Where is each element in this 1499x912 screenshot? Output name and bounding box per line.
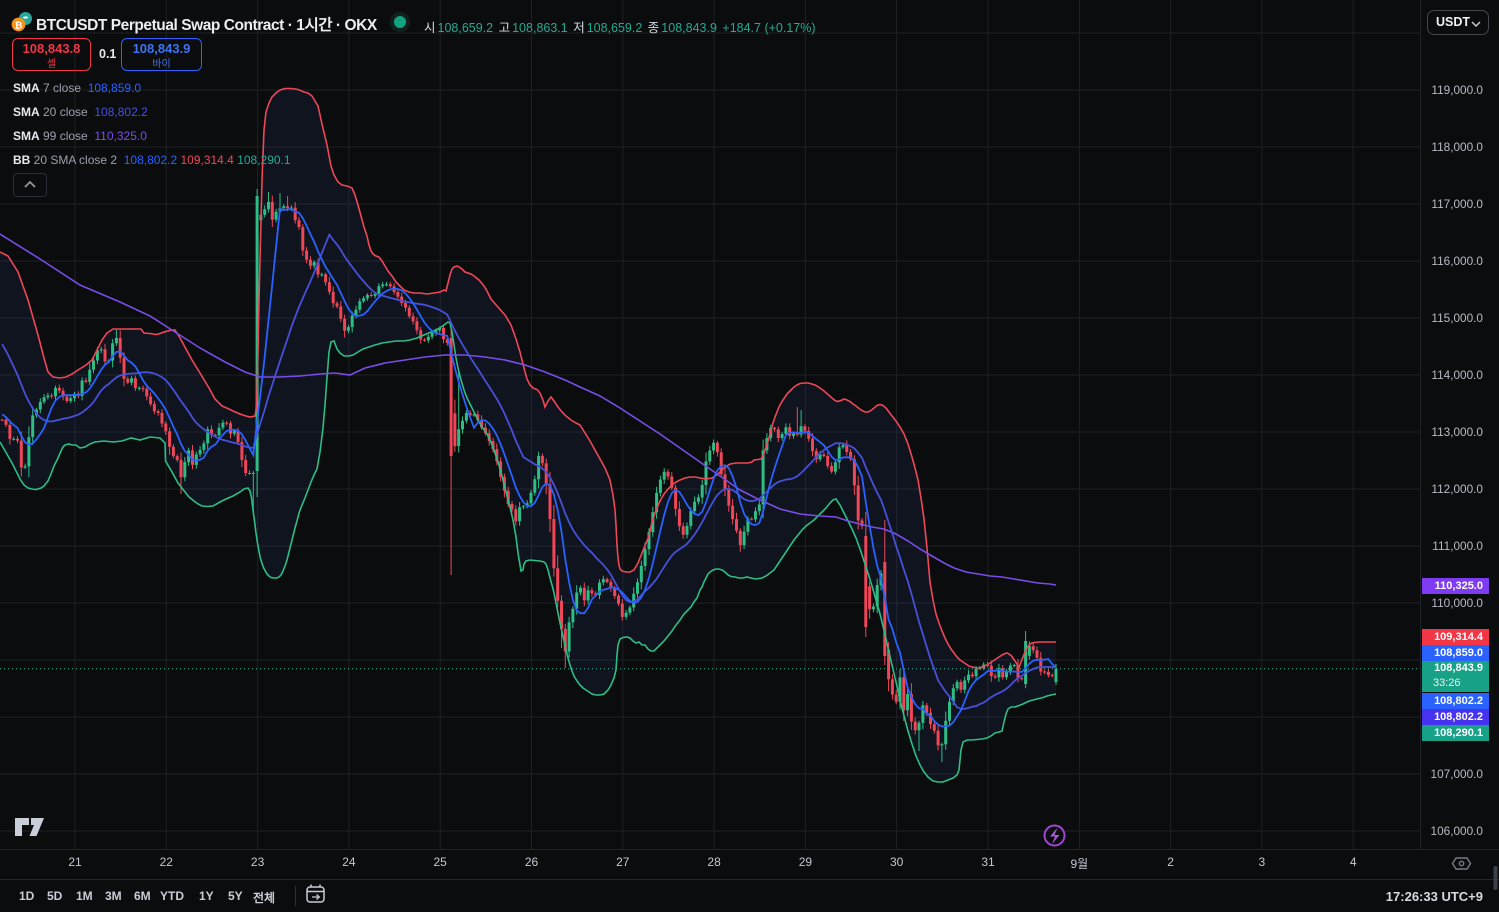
svg-text:₿: ₿: [15, 20, 23, 31]
